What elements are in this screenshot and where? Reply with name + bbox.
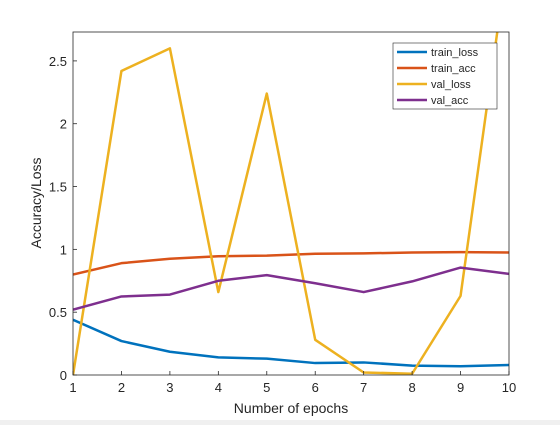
ticks-layer: 1 2 3 4 5 6 7 8 9 10 0 0.5 1 1.5 2 2.5 — [49, 54, 516, 395]
legend-label-train-loss: train_loss — [431, 47, 479, 59]
y-tick-label: 2.5 — [49, 54, 67, 69]
x-tick-label: 7 — [360, 380, 367, 395]
axes-box — [72, 31, 510, 376]
y-tick-label: 0.5 — [49, 305, 67, 320]
series-line-val-loss — [73, 32, 499, 375]
y-tick-label: 1.5 — [49, 180, 67, 195]
legend: train_loss train_acc val_loss val_acc — [392, 42, 498, 110]
x-tick-label: 6 — [312, 380, 319, 395]
series-line-val-acc — [73, 266, 509, 311]
legend-label-val-loss: val_loss — [431, 79, 471, 91]
series-line-train-acc — [73, 250, 509, 276]
x-tick-label: 2 — [118, 380, 125, 395]
series-layer — [73, 32, 509, 375]
y-axis-label: Accuracy/Loss — [28, 157, 44, 248]
x-tick-label: 10 — [502, 380, 516, 395]
x-tick-label: 8 — [408, 380, 415, 395]
y-tick-label: 0 — [60, 368, 67, 383]
x-tick-label: 5 — [263, 380, 270, 395]
x-tick-label: 4 — [215, 380, 222, 395]
x-tick-label: 9 — [457, 380, 464, 395]
x-tick-label: 3 — [166, 380, 173, 395]
y-tick-label: 1 — [60, 242, 67, 257]
legend-box — [392, 42, 498, 110]
series-line-train-loss — [73, 318, 509, 368]
x-axis-label: Number of epochs — [234, 400, 348, 416]
x-tick-label: 1 — [69, 380, 76, 395]
legend-label-val-acc: val_acc — [431, 95, 469, 107]
y-tick-label: 2 — [60, 117, 67, 132]
legend-label-train-acc: train_acc — [431, 63, 476, 75]
